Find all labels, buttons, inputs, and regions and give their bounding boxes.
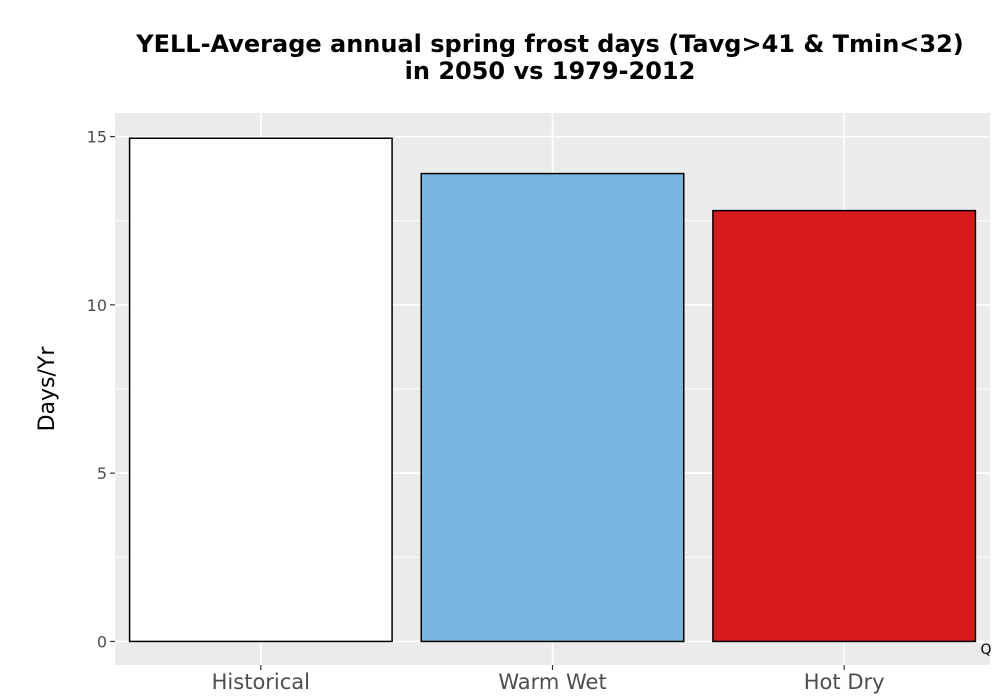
bar-warm-wet	[420, 172, 685, 643]
y-axis-title: Days/Yr	[35, 346, 60, 432]
y-tick-label: 10	[87, 296, 107, 315]
bar-historical	[128, 137, 393, 643]
corner-note: Q	[980, 642, 991, 658]
x-tick-label: Warm Wet	[498, 670, 606, 694]
y-tick-label: 5	[97, 464, 107, 483]
chart-title-line-2: in 2050 vs 1979-2012	[404, 57, 696, 85]
x-tick-label: Historical	[212, 670, 310, 694]
chart-title: YELL-Average annual spring frost days (T…	[110, 31, 990, 85]
y-tick-label: 15	[87, 128, 107, 147]
y-tick-label: 0	[97, 632, 107, 651]
bar-hot-dry	[712, 209, 977, 643]
bars	[128, 137, 977, 643]
chart-title-line-1: YELL-Average annual spring frost days (T…	[136, 30, 964, 58]
y-axis: 0 5 10 15	[87, 128, 115, 651]
x-axis: Historical Warm Wet Hot Dry	[212, 665, 885, 694]
x-tick-label: Hot Dry	[804, 670, 885, 694]
